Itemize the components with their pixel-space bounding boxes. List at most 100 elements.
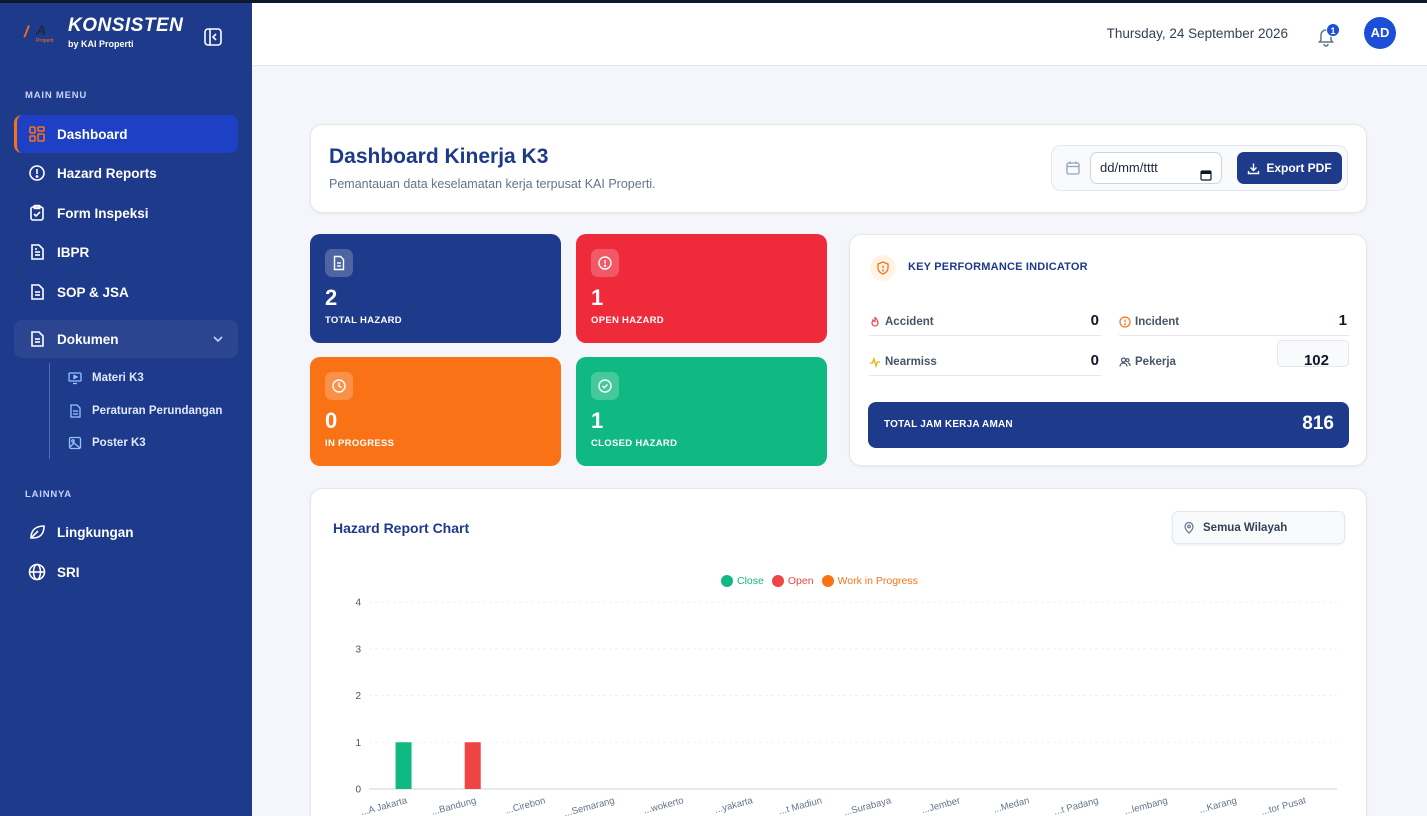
hazard-bar-chart: 0 1 2 3 4 ...A Jakarta ...Bandung ...Cirebon...… xyxy=(355,598,1337,816)
sidebar-item-label: Hazard Reports xyxy=(57,165,157,181)
clock-icon xyxy=(325,372,353,400)
x-tick-label: ...Semarang xyxy=(563,795,616,816)
leaf-icon xyxy=(28,523,46,541)
globe-icon xyxy=(28,563,46,581)
sidebar-item-label: Dokumen xyxy=(57,331,119,347)
alert-circle-icon xyxy=(591,249,619,277)
fire-icon xyxy=(869,316,881,328)
file-table-icon xyxy=(28,243,46,261)
x-tick-label: ...Surabaya xyxy=(843,795,893,816)
x-tick-label: ...Jember xyxy=(920,795,961,816)
x-tick-label: ...Karang xyxy=(1198,795,1238,816)
notification-count: 1 xyxy=(1326,23,1340,37)
stat-in-progress[interactable]: 0 IN PROGRESS xyxy=(310,357,561,466)
activity-icon xyxy=(869,356,881,368)
sidebar-item-label: SRI xyxy=(57,564,80,580)
sidebar-item-lingkungan[interactable]: Lingkungan xyxy=(14,513,238,551)
image-icon xyxy=(68,436,82,450)
file-text-icon xyxy=(68,404,82,418)
calendar-icon xyxy=(1065,160,1081,176)
x-tick-label: ...tor Pusat xyxy=(1260,795,1308,816)
kpi-incident: Incident 1 xyxy=(1119,310,1349,336)
legend-wip[interactable]: Work in Progress xyxy=(821,575,918,587)
kpi-nearmiss: Nearmiss 0 xyxy=(869,350,1101,376)
sidebar-item-dashboard[interactable]: Dashboard xyxy=(14,115,238,153)
total-safe-hours: TOTAL JAM KERJA AMAN 816 xyxy=(868,402,1349,448)
chevron-down-icon xyxy=(212,333,224,345)
sidebar-subitem-poster-k3[interactable]: Poster K3 xyxy=(68,436,146,450)
file-text-icon xyxy=(28,283,46,301)
pekerja-value-box xyxy=(1277,340,1349,367)
kai-logo: / A Properti xyxy=(24,22,54,44)
page-subtitle: Pemantauan data keselamatan kerja terpus… xyxy=(329,177,656,191)
sidebar-item-label: Form Inspeksi xyxy=(57,205,149,221)
y-tick-label: 0 xyxy=(355,785,361,796)
page-title: Dashboard Kinerja K3 xyxy=(329,145,549,168)
chart-title: Hazard Report Chart xyxy=(333,520,470,536)
sidebar-item-label: SOP & JSA xyxy=(57,284,129,300)
x-tick-label: ...t Madiun xyxy=(778,795,824,816)
kpi-title: KEY PERFORMANCE INDICATOR xyxy=(908,261,1088,273)
sidebar-subitem-peraturan[interactable]: Peraturan Perundangan xyxy=(68,404,222,418)
section-lainnya: LAINNYA xyxy=(25,489,72,500)
legend-close[interactable]: Close xyxy=(721,575,764,587)
sidebar-item-sop-jsa[interactable]: SOP & JSA xyxy=(14,273,238,311)
export-pdf-button[interactable]: Export PDF xyxy=(1237,152,1342,184)
calendar-picker-icon[interactable] xyxy=(1200,162,1212,181)
sidebar-item-label: Lingkungan xyxy=(57,524,134,540)
submenu-line xyxy=(49,363,50,459)
file-icon xyxy=(28,330,46,348)
brand-subtitle: by KAI Properti xyxy=(68,39,134,49)
date-filter: dd/mm/tttt Export PDF xyxy=(1051,145,1348,191)
x-tick-label: ...t Padang xyxy=(1053,795,1100,816)
document-icon xyxy=(325,249,353,277)
x-tick-label: ...wokerto xyxy=(642,795,685,816)
x-tick-label: ...lembang xyxy=(1123,795,1169,816)
sidebar-item-hazard-reports[interactable]: Hazard Reports xyxy=(14,154,238,192)
kpi-accident: Accident 0 xyxy=(869,310,1101,336)
current-date: Thursday, 24 September 2026 xyxy=(1106,26,1288,41)
sidebar-subitem-materi-k3[interactable]: Materi K3 xyxy=(68,371,144,385)
monitor-icon xyxy=(68,371,82,385)
x-tick-label: ...Medan xyxy=(992,795,1031,815)
clipboard-icon xyxy=(28,204,46,222)
sidebar: / A Properti KONSISTEN by KAI Properti M… xyxy=(0,0,252,816)
y-tick-label: 1 xyxy=(355,738,361,749)
sidebar-item-label: IBPR xyxy=(57,244,90,260)
x-tick-label: ...A Jakarta xyxy=(360,795,409,816)
stat-closed-hazard[interactable]: 1 CLOSED HAZARD xyxy=(576,357,827,466)
brand-title: KONSISTEN xyxy=(68,15,184,36)
x-tick-label: ...Cirebon xyxy=(504,795,547,816)
sidebar-item-label: Dashboard xyxy=(57,126,128,142)
alert-circle-icon xyxy=(1119,316,1131,328)
y-tick-label: 3 xyxy=(355,644,361,655)
region-select[interactable]: Semua Wilayah xyxy=(1172,511,1345,544)
check-circle-icon xyxy=(591,372,619,400)
y-tick-label: 4 xyxy=(355,598,361,609)
brand[interactable]: / A Properti KONSISTEN by KAI Properti xyxy=(22,15,183,49)
shield-alert-icon xyxy=(870,255,896,281)
sidebar-item-ibpr[interactable]: IBPR xyxy=(14,233,238,271)
chart-legend: Close Open Work in Progress xyxy=(721,575,926,587)
date-input[interactable]: dd/mm/tttt xyxy=(1090,152,1222,184)
map-pin-icon xyxy=(1183,521,1195,534)
download-icon xyxy=(1247,162,1260,175)
y-tick-label: 2 xyxy=(355,691,361,702)
grid-icon xyxy=(28,125,46,143)
sidebar-item-dokumen[interactable]: Dokumen xyxy=(14,320,238,358)
avatar[interactable]: AD xyxy=(1364,17,1396,49)
hazard-chart-card: Hazard Report Chart Semua Wilayah Close … xyxy=(310,488,1367,816)
alert-circle-icon xyxy=(28,164,46,182)
notification-bell-icon[interactable]: 1 xyxy=(1316,23,1340,47)
bar-open[interactable] xyxy=(464,742,481,789)
page-header-card: Dashboard Kinerja K3 Pemantauan data kes… xyxy=(310,124,1367,213)
section-main-menu: MAIN MENU xyxy=(25,90,88,101)
stat-total-hazard[interactable]: 2 TOTAL HAZARD xyxy=(310,234,561,343)
sidebar-collapse-icon[interactable] xyxy=(203,27,223,47)
sidebar-item-form-inspeksi[interactable]: Form Inspeksi xyxy=(14,194,238,232)
stat-open-hazard[interactable]: 1 OPEN HAZARD xyxy=(576,234,827,343)
sidebar-item-sri[interactable]: SRI xyxy=(14,553,238,591)
x-tick-label: ...Bandung xyxy=(430,795,477,816)
legend-open[interactable]: Open xyxy=(771,575,814,587)
bar-close[interactable] xyxy=(395,742,412,789)
